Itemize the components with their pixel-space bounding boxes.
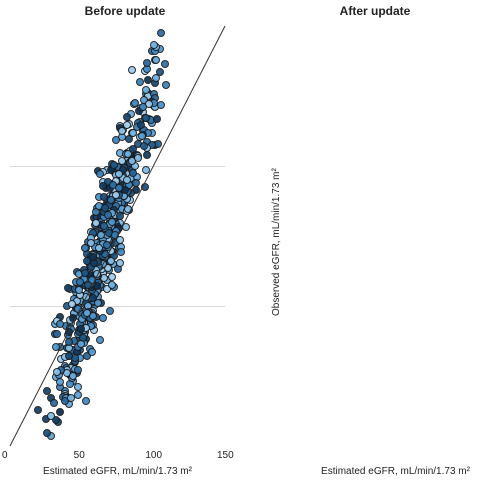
scatter-point [96,336,104,344]
scatter-point [84,281,92,289]
scatter-point [153,115,161,123]
scatter-point [157,101,165,109]
scatter-point [56,320,64,328]
scatter-point [53,330,61,338]
scatter-point [82,397,90,405]
scatter-point [65,352,73,360]
scatter-point [74,391,82,399]
scatter-point [81,269,89,277]
scatter-point [89,294,97,302]
scatter-point [129,129,137,137]
scatter-point [162,81,170,89]
scatter-point [83,309,91,317]
scatter-point [52,343,60,351]
scatter-point [124,205,132,213]
scatter-point [95,244,103,252]
scatter-point [142,166,150,174]
scatter-point [88,348,96,356]
scatter-point [106,307,114,315]
scatter-point [117,248,125,256]
scatter-point [56,408,64,416]
scatter-point [129,169,137,177]
scatter-point [161,60,169,68]
scatter-point [128,66,136,74]
scatter-point [138,132,146,140]
x-tick-label: 100 [145,450,162,461]
scatter-point [123,113,131,121]
scatter-point [125,135,133,143]
panel-title-after: After update [250,4,500,18]
scatter-point [96,170,104,178]
scatter-point [136,78,144,86]
plot-area-before: 050100150 [10,26,225,446]
scatter-point [110,161,118,169]
scatter-point [89,253,97,261]
gridline [10,306,225,307]
scatter-point [47,412,55,420]
scatter-point [74,366,82,374]
x-tick-label: 150 [217,450,234,461]
scatter-point [56,378,64,386]
scatter-point [152,56,160,64]
scatter-point [139,103,147,111]
scatter-point [143,151,151,159]
scatter-point [97,231,105,239]
scatter-point [118,157,126,165]
scatter-point [104,211,112,219]
scatter-point [142,86,150,94]
scatter-point [108,281,116,289]
scatter-point [142,114,150,122]
scatter-point [53,368,61,376]
scatter-point [99,314,107,322]
scatter-point [123,176,131,184]
scatter-point [77,325,85,333]
scatter-point [150,41,158,49]
scatter-point [34,406,42,414]
scatter-point [99,182,107,190]
scatter-point [143,59,151,67]
scatter-point [87,239,95,247]
scatter-point [93,282,101,290]
scatter-point [100,222,108,230]
scatter-point [134,154,142,162]
scatter-point [65,328,73,336]
scatter-point [101,204,109,212]
scatter-panels: Before update 050100150 Estimated eGFR, … [0,0,500,500]
scatter-point [132,179,140,187]
scatter-point [43,387,51,395]
panel-title-before: Before update [0,4,250,18]
scatter-point [112,136,120,144]
scatter-point [141,183,149,191]
scatter-point [65,338,73,346]
scatter-point [100,193,108,201]
x-axis-label-after: Estimated eGFR, mL/min/1.73 m² [293,466,498,477]
scatter-point [116,212,124,220]
scatter-point [67,394,75,402]
panel-before: Before update 050100150 Estimated eGFR, … [0,0,250,500]
scatter-point [116,259,124,267]
y-axis-label-after: Observed eGFR, mL/min/1.73 m² [271,168,282,316]
scatter-point [68,300,76,308]
scatter-point [129,145,137,153]
scatter-point [43,429,51,437]
scatter-point [115,170,123,178]
scatter-point [103,241,111,249]
scatter-point [140,142,148,150]
scatter-point [108,273,116,281]
scatter-point [152,74,160,82]
x-axis-label-before: Estimated eGFR, mL/min/1.73 m² [10,466,225,477]
panel-after: After update Observed eGFR, mL/min/1.73 … [250,0,500,500]
scatter-point [157,29,165,37]
x-tick-label: 0 [2,450,8,461]
scatter-point [123,121,131,129]
x-tick-label: 50 [74,450,85,461]
scatter-point [111,231,119,239]
scatter-point [50,399,58,407]
scatter-point [75,286,83,294]
scatter-point [77,340,85,348]
scatter-point [112,191,120,199]
scatter-point [108,218,116,226]
